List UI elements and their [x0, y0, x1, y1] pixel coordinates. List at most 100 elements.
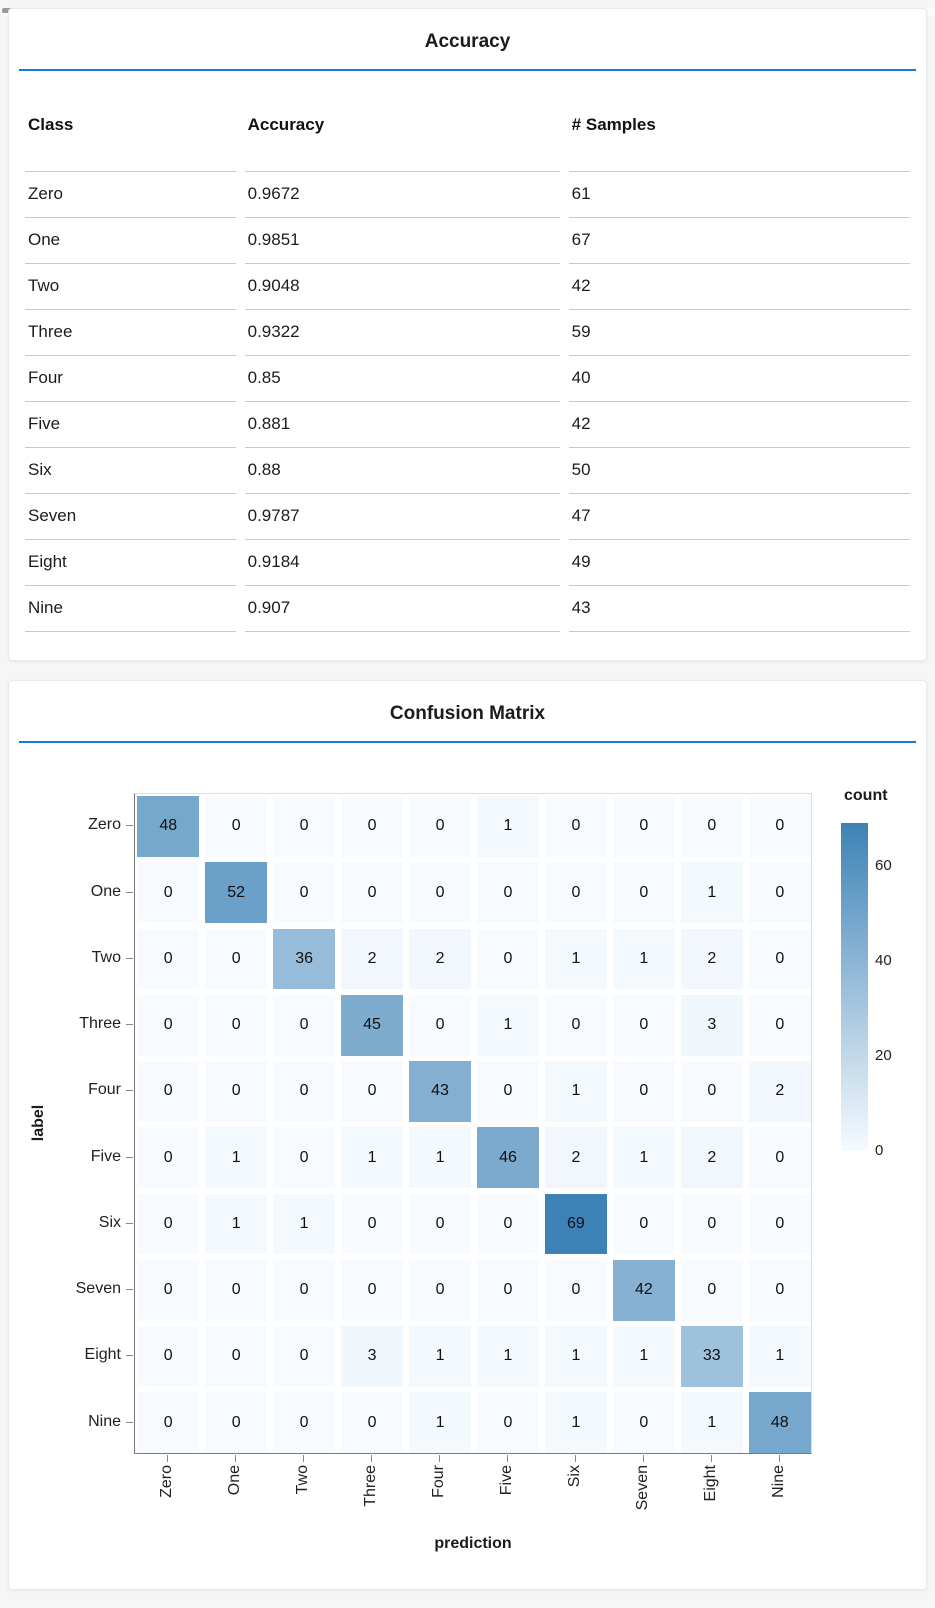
heatmap-cell: 0 [204, 928, 268, 990]
samples-cell: 40 [568, 356, 910, 402]
y-tick-mark [126, 1090, 133, 1092]
heatmap-cell: 0 [612, 1193, 676, 1255]
class-cell: One [25, 218, 236, 264]
heatmap-cell: 0 [272, 862, 336, 923]
heatmap-cell: 0 [612, 994, 676, 1056]
heatmap-cell: 0 [408, 796, 472, 857]
legend-tick-label: 40 [875, 951, 892, 969]
heatmap-cell: 52 [204, 862, 268, 923]
heatmap-cell: 0 [680, 1193, 744, 1255]
confusion-matrix-chart: label 48 0 0 0 0 1 0 0 0 0 0 52 0 0 0 0 0 0 1 0 0 0 36 2 2 0 1 1 2 0 0… [9, 743, 926, 1579]
heatmap-cell: 0 [612, 1392, 676, 1453]
heatmap-cell: 1 [476, 1326, 540, 1387]
accuracy-cell: 0.9048 [244, 264, 560, 310]
legend-tick-label: 60 [875, 856, 892, 874]
heatmap-cell: 0 [340, 1259, 404, 1321]
x-tick-label-text: Six [565, 1465, 583, 1488]
heatmap-cell: 48 [748, 1392, 811, 1453]
heatmap-cell: 48 [137, 796, 200, 857]
heatmap-cell: 0 [272, 1259, 336, 1321]
heatmap-cell: 0 [137, 1392, 200, 1453]
table-row: Six 0.88 50 [25, 448, 910, 494]
heatmap-cell: 1 [612, 1326, 676, 1387]
heatmap-cell: 0 [680, 1061, 744, 1122]
heatmap-cell: 0 [476, 1193, 540, 1255]
x-tick-label-text: Five [497, 1465, 515, 1496]
x-tick-mark [167, 1455, 169, 1462]
x-tick-mark [710, 1455, 712, 1462]
heatmap-cell: 1 [204, 1127, 268, 1188]
accuracy-cell: 0.9787 [244, 494, 560, 540]
confusion-matrix-panel: Confusion Matrix label 48 0 0 0 0 1 0 0 0 0 0 52 0 0 0… [8, 680, 927, 1590]
accuracy-cell: 0.9184 [244, 540, 560, 586]
heatmap-cell: 0 [204, 1259, 268, 1321]
heatmap-cell: 0 [748, 1193, 811, 1255]
column-header-1: Accuracy [244, 71, 560, 172]
y-axis-title: label [30, 1104, 47, 1142]
x-axis-title: prediction [434, 1535, 512, 1552]
samples-cell: 49 [568, 540, 910, 586]
heatmap-cell: 1 [408, 1326, 472, 1387]
heatmap-cell: 0 [612, 862, 676, 923]
legend-tick-label: 0 [875, 1142, 884, 1159]
accuracy-cell: 0.85 [244, 356, 560, 402]
heatmap-cell: 0 [612, 1061, 676, 1122]
heatmap-cell: 0 [408, 1193, 472, 1255]
heatmap-cell: 2 [680, 928, 744, 990]
x-tick-label-text: Eight [701, 1465, 719, 1502]
heatmap-cell: 0 [137, 1127, 200, 1188]
heatmap-cell: 0 [544, 1259, 608, 1321]
heatmap-cell: 0 [272, 796, 336, 857]
legend-gradient-bar [841, 823, 868, 1151]
y-tick-label: Five [90, 1147, 121, 1165]
heatmap-cell: 0 [204, 1392, 268, 1453]
y-tick-label: Eight [84, 1346, 121, 1364]
accuracy-cell: 0.9322 [244, 310, 560, 356]
heatmap-cell: 1 [408, 1127, 472, 1188]
heatmap-cell: 0 [612, 796, 676, 857]
table-row: Three 0.9322 59 [25, 310, 910, 356]
heatmap-cell: 1 [544, 928, 608, 990]
heatmap-cell: 0 [748, 1127, 811, 1188]
samples-cell: 43 [568, 586, 910, 632]
heatmap-cell: 1 [748, 1326, 811, 1387]
heatmap-cell: 2 [408, 928, 472, 990]
accuracy-panel: Accuracy Class Accuracy # Samples Zero 0.96… [8, 8, 927, 661]
heatmap-cell: 0 [340, 796, 404, 857]
heatmap-cell: 0 [748, 796, 811, 857]
accuracy-title-underline [19, 69, 916, 71]
heatmap-cell: 0 [204, 994, 268, 1056]
x-tick-label-text: Four [430, 1465, 448, 1498]
y-tick-mark [126, 1222, 133, 1224]
y-tick-label: Four [88, 1081, 121, 1099]
accuracy-table: Class Accuracy # Samples Zero 0.9672 61 One 0.… [25, 71, 910, 632]
x-tick-label-text: Seven [633, 1465, 651, 1511]
table-row: Zero 0.9672 61 [25, 172, 910, 218]
y-tick-label: One [90, 882, 121, 900]
heatmap-cell: 0 [476, 1259, 540, 1321]
heatmap-cell: 0 [680, 796, 744, 857]
heatmap-cell: 0 [204, 1061, 268, 1122]
heatmap-cell: 0 [340, 1061, 404, 1122]
heatmap-cell: 0 [272, 1326, 336, 1387]
heatmap-cell: 0 [544, 796, 608, 857]
heatmap-cell: 1 [476, 796, 540, 857]
table-row: Eight 0.9184 49 [25, 540, 910, 586]
heatmap-cell: 33 [680, 1326, 744, 1387]
heatmap-cell: 0 [272, 994, 336, 1056]
y-tick-label: Three [79, 1015, 121, 1033]
y-tick-mark [126, 1024, 133, 1026]
class-cell: Three [25, 310, 236, 356]
heatmap-cell: 42 [612, 1259, 676, 1321]
heatmap-cell: 0 [272, 1392, 336, 1453]
samples-cell: 67 [568, 218, 910, 264]
heatmap-cell: 1 [612, 1127, 676, 1188]
heatmap-grid: 48 0 0 0 0 1 0 0 0 0 0 52 0 0 0 0 0 0 1 0 0 0 36 2 2 0 1 1 2 0 0 0 0 45 0 1… [134, 793, 812, 1454]
heatmap-cell: 1 [544, 1061, 608, 1122]
heatmap-cell: 0 [476, 928, 540, 990]
x-tick-label-text: Zero [158, 1465, 176, 1498]
accuracy-cell: 0.88 [244, 448, 560, 494]
samples-cell: 47 [568, 494, 910, 540]
x-tick-label-text: Two [294, 1465, 312, 1495]
confusion-title-underline [19, 741, 916, 743]
